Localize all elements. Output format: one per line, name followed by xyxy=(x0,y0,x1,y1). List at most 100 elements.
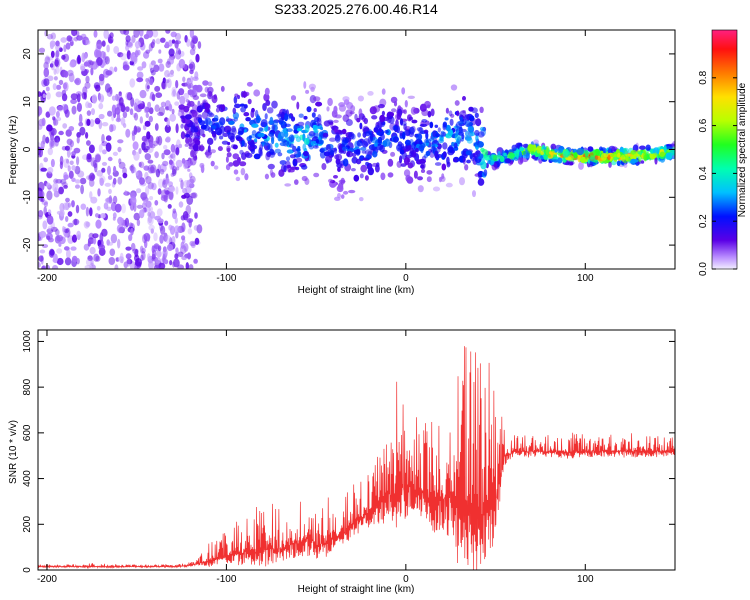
heatmap-cell xyxy=(112,195,118,204)
heatmap-cell xyxy=(47,225,54,231)
heatmap-cell xyxy=(147,253,151,261)
heatmap-cell xyxy=(80,184,84,195)
heatmap-cell xyxy=(86,140,91,146)
heatmap-cell xyxy=(43,201,49,208)
heatmap-cell xyxy=(46,124,53,132)
heatmap-cell xyxy=(472,152,481,158)
heatmap-cell xyxy=(41,264,46,269)
heatmap-cell xyxy=(181,255,188,261)
heatmap-cell xyxy=(426,176,432,183)
heatmap-cell xyxy=(47,75,54,82)
heatmap-cell xyxy=(114,264,119,269)
heatmap-cell xyxy=(550,143,557,150)
heatmap-cell xyxy=(403,148,410,152)
heatmap-cell xyxy=(477,178,485,186)
heatmap-cell xyxy=(58,130,64,136)
heatmap-cell xyxy=(323,151,331,157)
heatmap-cell xyxy=(113,165,117,174)
heatmap-cell xyxy=(86,110,92,116)
heatmap-cell xyxy=(245,117,251,122)
heatmap-cell xyxy=(129,60,134,66)
heatmap-cell xyxy=(232,153,240,160)
heatmap-cell xyxy=(148,206,153,213)
heatmap-cell xyxy=(642,152,647,161)
heatmap-cell xyxy=(83,243,90,251)
heatmap-cell xyxy=(114,107,121,115)
heatmap-cell xyxy=(296,128,303,132)
heatmap-cell xyxy=(467,125,474,133)
heatmap-cell xyxy=(53,68,57,75)
heatmap-cell xyxy=(181,222,186,233)
heatmap-cell xyxy=(418,145,425,152)
heatmap-cell xyxy=(61,103,69,111)
heatmap-cell xyxy=(175,247,179,253)
heatmap-cell xyxy=(180,123,184,129)
heatmap-cell xyxy=(216,104,224,109)
heatmap-cell xyxy=(50,50,55,58)
heatmap-cell xyxy=(283,165,287,173)
heatmap-cell xyxy=(74,179,81,184)
heatmap-cell xyxy=(362,131,367,138)
heatmap-cell xyxy=(594,155,599,161)
heatmap-cell xyxy=(407,95,415,100)
heatmap-cell xyxy=(445,182,453,188)
heatmap-cell xyxy=(321,163,327,170)
heatmap-cell xyxy=(144,153,151,161)
heatmap-cell xyxy=(193,258,198,264)
heatmap-cell xyxy=(271,100,278,109)
heatmap-cell xyxy=(517,156,524,165)
heatmap-cell xyxy=(522,143,529,148)
heatmap-cell xyxy=(169,113,176,122)
heatmap-cell xyxy=(144,239,148,249)
heatmap-cell xyxy=(96,205,101,211)
heatmap-cell xyxy=(162,178,166,185)
heatmap-cell xyxy=(185,99,189,103)
heatmap-cell xyxy=(186,38,191,47)
heatmap-cell xyxy=(109,124,114,133)
colorbar-tick-label: 0.4 xyxy=(698,166,709,180)
heatmap-cell xyxy=(356,140,363,147)
heatmap-cell xyxy=(137,103,145,110)
heatmap-cell xyxy=(50,60,55,71)
heatmap-cell xyxy=(232,160,240,167)
heatmap-cell xyxy=(189,137,193,143)
heatmap-cell xyxy=(460,138,464,142)
heatmap-cell xyxy=(85,75,90,84)
heatmap-cell xyxy=(313,108,317,113)
heatmap-cell xyxy=(84,81,91,89)
heatmap-cell xyxy=(120,117,126,126)
heatmap-cell xyxy=(258,147,263,156)
heatmap-cell xyxy=(177,111,182,117)
heatmap-cell xyxy=(120,104,126,113)
heatmap-cell xyxy=(170,143,176,153)
heatmap-cell xyxy=(445,107,449,114)
heatmap-cell xyxy=(139,30,144,37)
snr-x-tick-label: -200 xyxy=(37,574,57,585)
heatmap-cell xyxy=(399,118,404,126)
heatmap-cell xyxy=(56,116,62,122)
heatmap-cell xyxy=(41,265,46,269)
heatmap-cell xyxy=(53,253,58,263)
heatmap-cell xyxy=(163,144,168,150)
heatmap-cell xyxy=(337,192,341,199)
heatmap-cell xyxy=(94,117,101,125)
heatmap-cell xyxy=(107,165,111,176)
heatmap-cell xyxy=(417,176,423,181)
heatmap-cell xyxy=(181,115,185,119)
heatmap-cell xyxy=(47,56,54,61)
heatmap-cell xyxy=(311,112,316,118)
heatmap-cell xyxy=(71,177,76,182)
heatmap-cell xyxy=(95,84,101,92)
heatmap-cell xyxy=(160,189,168,199)
heatmap-cell xyxy=(645,144,651,151)
heatmap-cell xyxy=(608,161,612,168)
heatmap-cell xyxy=(179,50,185,57)
heatmap-cell xyxy=(76,132,81,138)
heatmap-cell xyxy=(187,168,191,172)
heatmap-cell xyxy=(511,144,517,151)
heatmap-cell xyxy=(164,220,169,226)
heatmap-cell xyxy=(43,67,50,78)
heatmap-cell xyxy=(174,101,180,106)
heatmap-cell xyxy=(449,118,454,126)
